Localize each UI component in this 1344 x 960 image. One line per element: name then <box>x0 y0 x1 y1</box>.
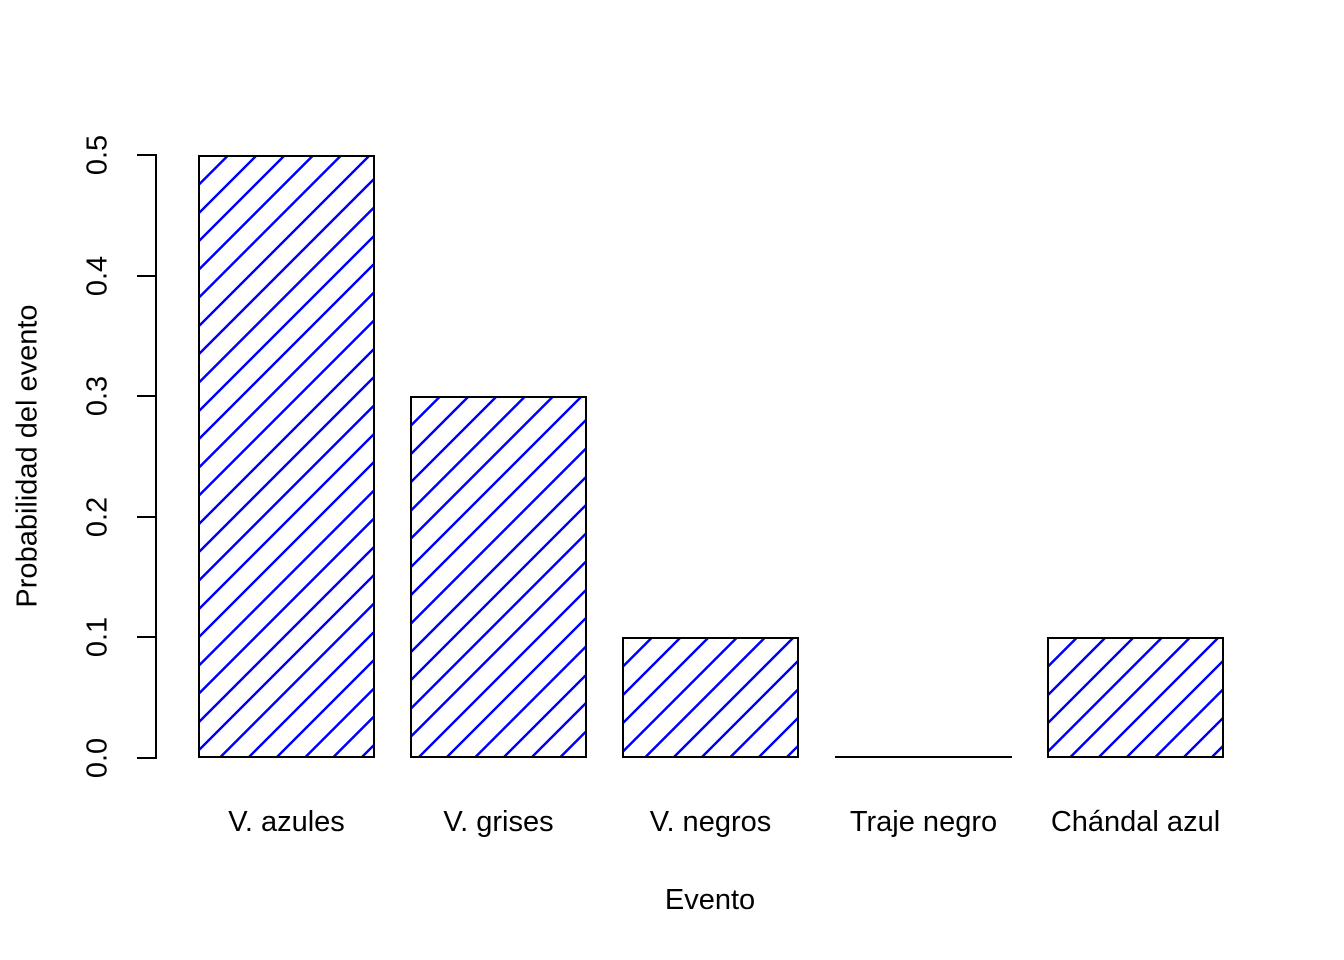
x-category-label: V. azules <box>228 806 345 838</box>
x-category-label: V. grises <box>443 806 554 838</box>
x-category-label: Chándal azul <box>1050 806 1221 838</box>
y-tick-label: 0.2 <box>81 496 114 537</box>
x-category-label: V. negros <box>649 806 772 838</box>
y-tick-label: 0.0 <box>81 737 114 779</box>
bar <box>622 637 799 758</box>
bar <box>1047 637 1224 758</box>
y-axis-title: Probabilidad del evento <box>11 304 44 608</box>
y-tick-mark <box>137 636 155 639</box>
y-tick-mark <box>137 274 155 277</box>
y-tick-label: 0.3 <box>81 376 114 417</box>
bar <box>835 756 1012 758</box>
y-tick-label: 0.5 <box>81 134 114 176</box>
bar <box>410 396 587 758</box>
x-axis-title: Evento <box>664 884 756 916</box>
y-tick-mark <box>137 515 155 518</box>
x-category-label: Traje negro <box>849 806 998 838</box>
y-tick-mark <box>137 395 155 398</box>
y-tick-mark <box>137 154 155 156</box>
y-tick-mark <box>137 757 155 759</box>
bar <box>198 155 375 758</box>
y-axis-line <box>155 154 157 759</box>
y-tick-label: 0.1 <box>81 617 114 658</box>
y-tick-label: 0.4 <box>81 255 114 296</box>
